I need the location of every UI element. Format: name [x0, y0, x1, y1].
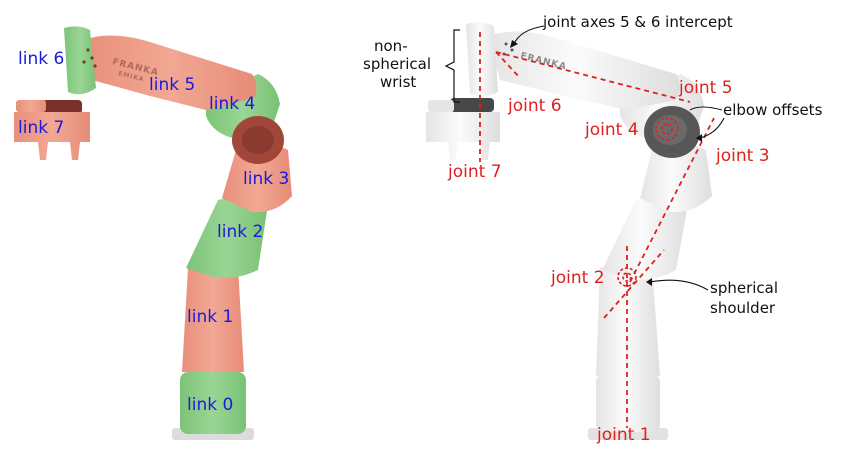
intercept-pointer [513, 25, 545, 45]
left-link-6-body [64, 26, 96, 95]
joint-6-label: joint 6 [507, 96, 562, 116]
joint-7-label: joint 7 [447, 162, 502, 182]
joint-2-ring-inner [622, 272, 632, 282]
link-7-label: link 7 [18, 118, 64, 138]
left-link-3-body [222, 143, 292, 213]
right-flange [428, 100, 454, 112]
right-shoulder [602, 196, 688, 280]
link-1-label: link 1 [187, 307, 233, 327]
right-upper-arm [488, 31, 680, 111]
right-lower-arm [596, 261, 660, 376]
left-link-7-gripper [14, 112, 90, 160]
joint-5-label: joint 5 [678, 78, 733, 98]
right-base-body [596, 374, 660, 432]
link-5-label: link 5 [149, 75, 195, 95]
joint-2-ring-outer [617, 267, 637, 287]
non-spherical-line-2: spherical [363, 55, 431, 73]
axis-joint-6 [495, 51, 521, 79]
left-axis-markers [82, 48, 97, 68]
link-0-label: link 0 [187, 395, 233, 415]
joint-3-label: joint 3 [715, 146, 770, 166]
left-link-5-body [84, 35, 257, 110]
right-wrist [466, 22, 498, 97]
shoulder-arrowhead [646, 278, 652, 286]
right-elbow-disc-inner [653, 115, 687, 145]
joint-4-label: joint 4 [584, 120, 639, 140]
intercept-arrowhead [510, 40, 518, 48]
link-6-label: link 6 [18, 49, 64, 69]
right-gripper [426, 112, 500, 160]
elbow-pointer-1 [689, 106, 723, 111]
spherical-line-2: shoulder [710, 299, 776, 317]
joint-1-label: joint 1 [596, 425, 651, 445]
joint-rings [617, 117, 679, 287]
annotations: joint axes 5 & 6 intercept non- spherica… [363, 13, 823, 317]
joint-4-ring-outer [655, 117, 679, 141]
link-3-label: link 3 [243, 169, 289, 189]
axis-joint-3 [629, 117, 715, 283]
non-spherical-line-1: non- [374, 37, 408, 55]
link-4-label: link 4 [209, 94, 255, 114]
left-link-2-body [186, 196, 268, 278]
right-flange-ring [450, 98, 494, 112]
left-link-7-flange [16, 100, 46, 112]
joint-2-label: joint 2 [550, 268, 605, 288]
left-elbow-disc-inner [242, 126, 274, 154]
intercept-annotation: joint axes 5 & 6 intercept [542, 13, 733, 31]
left-link-1-body [182, 261, 244, 372]
spherical-line-1: spherical [710, 279, 778, 297]
left-link-0-body [180, 372, 246, 434]
axis-joint-5 [495, 51, 691, 103]
link-2-label: link 2 [217, 222, 263, 242]
wrist-bracket [444, 29, 460, 103]
left-robot: FRANKA EMIKA link 6 link 5 link 4 link 7… [14, 26, 292, 440]
axis-joint-2 [603, 249, 665, 319]
left-link-7-dark-ring [42, 100, 82, 114]
non-spherical-line-3: wrist [380, 73, 416, 91]
elbow-pointer-2 [699, 117, 725, 139]
right-elbow-segment [640, 143, 712, 213]
joint-axes [479, 32, 715, 428]
elbow-arrowhead [696, 134, 702, 142]
shoulder-pointer [649, 279, 709, 291]
right-robot: FRANKA [426, 22, 712, 440]
joint-4-ring-inner [661, 123, 673, 135]
elbow-offsets-annotation: elbow offsets [723, 101, 823, 119]
